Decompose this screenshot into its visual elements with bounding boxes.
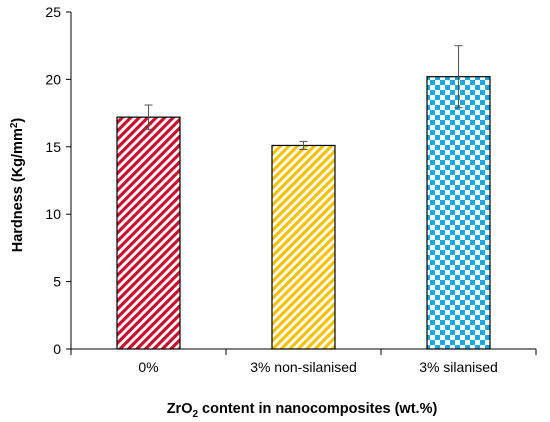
x-tick-label: 3% non-silanised <box>250 359 357 375</box>
x-axis-title: ZrO2 content in nanocomposites (wt.%) <box>167 401 438 420</box>
bar <box>271 144 336 350</box>
y-tick-label: 5 <box>53 274 61 290</box>
bar <box>116 116 181 350</box>
y-axis: 0 5 10 15 20 25 <box>45 4 72 357</box>
y-axis-title-superscript: 2 <box>9 122 20 128</box>
bar <box>426 76 491 350</box>
y-tick-label: 20 <box>45 71 61 87</box>
x-axis-title-suffix: content in nanocomposites (wt.%) <box>198 401 437 417</box>
y-tick-label: 0 <box>53 341 61 357</box>
y-axis-title: Hardness (Kg/mm2) <box>9 118 26 253</box>
x-axis-title-text: ZrO <box>167 401 193 417</box>
x-axis-title-subscript: 2 <box>192 409 198 420</box>
y-tick-label: 15 <box>45 139 61 155</box>
y-tick-label: 25 <box>45 4 61 20</box>
y-axis-title-suffix: ) <box>10 118 26 123</box>
bars <box>116 76 491 350</box>
x-tick-label: 3% silanised <box>419 359 498 375</box>
error-bars <box>144 45 463 150</box>
x-tick-label: 0% <box>138 359 158 375</box>
x-axis: 0% 3% non-silanised 3% silanised <box>70 348 537 375</box>
y-axis-title-text: Hardness (Kg/mm <box>10 128 26 252</box>
y-tick-label: 10 <box>45 206 61 222</box>
